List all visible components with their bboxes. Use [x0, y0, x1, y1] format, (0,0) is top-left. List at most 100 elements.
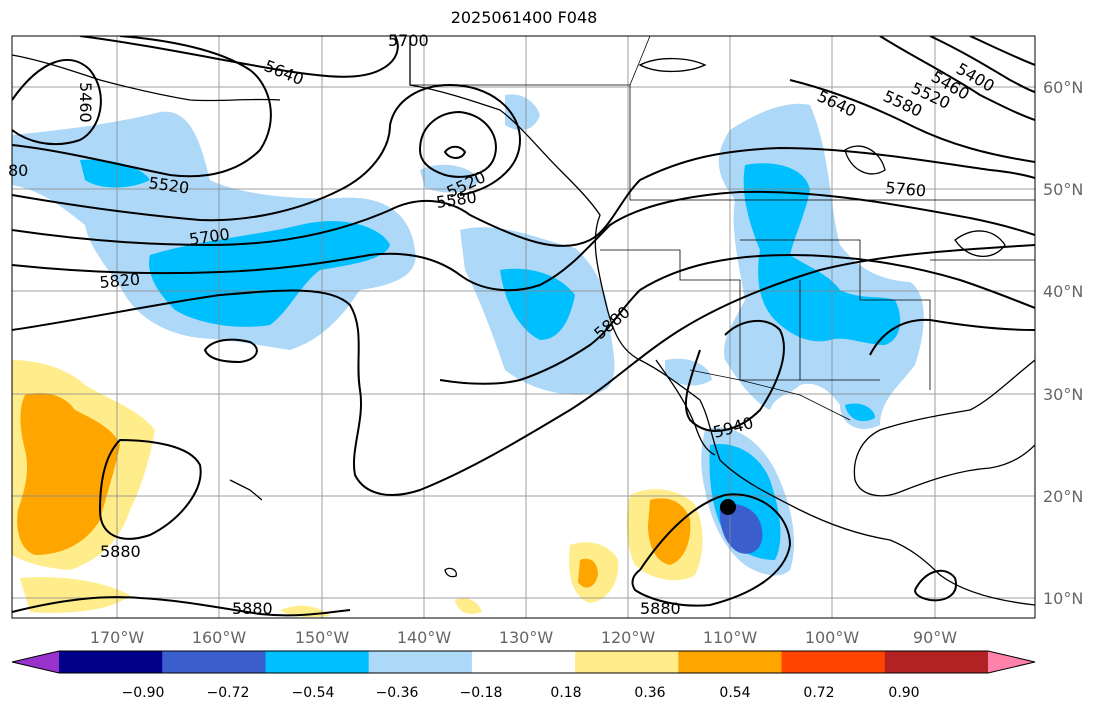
lon-label: 160°W [192, 628, 247, 647]
height-contours [12, 36, 1035, 617]
lon-label: 90°W [913, 628, 957, 647]
contour-5460 [12, 59, 102, 146]
contour-label: 5460 [76, 82, 95, 123]
contour-5820 [12, 190, 1035, 292]
state-borders-south [799, 280, 880, 381]
light-blue-area-baja [665, 358, 712, 386]
contour-5880-south [12, 596, 351, 617]
contour-label: 80 [8, 161, 28, 180]
alaska-border [629, 36, 651, 86]
pacific-island [444, 567, 457, 578]
canada-us-border [410, 84, 1035, 201]
contour-5940 [684, 319, 785, 432]
blue-area-4 [743, 163, 901, 345]
lon-label: 150°W [295, 628, 350, 647]
hawaii-islands [229, 479, 263, 501]
contour-5880-west-ring [98, 438, 202, 540]
contour-small-ring [914, 569, 957, 602]
latitude-labels: 60°N 50°N 40°N 30°N 20°N 10°N [1043, 78, 1083, 608]
contour-5700-north [79, 36, 399, 78]
blue-area-3 [500, 268, 575, 340]
colorbar-tick-label: −0.36 [376, 685, 419, 701]
colorbar-tick-label: 0.72 [803, 685, 834, 701]
contour-label: 5880 [232, 599, 273, 618]
blue-area-2 [149, 221, 390, 327]
map-frame [11, 35, 1036, 619]
contour-5460-ne [929, 36, 1035, 93]
blue-area-6 [845, 403, 875, 422]
pacific-coastline [409, 36, 1035, 606]
colorbar-tick-label: 0.90 [888, 685, 919, 701]
colorbar-tick-label: −0.54 [292, 685, 335, 701]
contour-label: 5760 [885, 178, 927, 200]
great-lakes [954, 230, 1006, 257]
colorbar-segment [575, 651, 679, 673]
storm-marker [720, 499, 736, 515]
contour-pacific-small [203, 338, 258, 364]
contour-labels: 5700 5640 5460 5400 5460 5520 5580 5640 … [8, 31, 998, 618]
contour-label: 5700 [388, 31, 429, 50]
contour-5400-ne [969, 36, 1035, 66]
colorbar-tick-label: −0.90 [122, 685, 165, 701]
colorbar-tick-label: 0.54 [719, 685, 750, 701]
lon-label: 130°W [499, 628, 554, 647]
colorbar-tick-label: −0.72 [207, 685, 250, 701]
colorbar-segment [678, 651, 783, 673]
colorbar-segment [59, 651, 163, 673]
lat-label: 50°N [1043, 180, 1083, 199]
contour-5640-ne [789, 79, 1035, 163]
yellow-area-tiny [455, 598, 482, 614]
lat-label: 40°N [1043, 282, 1083, 301]
contour-5880b [439, 253, 1035, 385]
map-title: 2025061400 F048 [450, 8, 598, 27]
lon-label: 140°W [397, 628, 452, 647]
contour-5880-mexico-ring [631, 493, 792, 607]
lon-label: 100°W [805, 628, 860, 647]
colorbar-segment [988, 651, 1035, 673]
blue-area-1 [80, 159, 150, 188]
orange-area-small [578, 558, 598, 588]
contour-5520-ne [879, 36, 1035, 121]
canada-island [638, 57, 707, 73]
colorbar-outline [11, 650, 1036, 674]
orange-area-west [17, 393, 120, 555]
lat-label: 20°N [1043, 487, 1083, 506]
lon-label: 120°W [601, 628, 656, 647]
us-mexico-border [689, 369, 851, 421]
colorbar-segment [368, 651, 473, 673]
contour-5580-west [12, 36, 272, 178]
contour-label: 5820 [99, 270, 141, 292]
political-borders [410, 36, 1035, 421]
colorbar-tick-label: 0.36 [634, 685, 665, 701]
colorbar-segment [471, 651, 576, 673]
colorbar-segment [781, 651, 886, 673]
lon-label: 170°W [90, 628, 145, 647]
colorbar-tick-label: 0.18 [550, 685, 581, 701]
contour-label: 5880 [640, 599, 681, 618]
gulf-coastline [853, 359, 1035, 497]
contour-5760 [12, 146, 1035, 247]
colorbar-tick-labels: −0.90 −0.72 −0.54 −0.36 −0.18 0.18 0.36 … [122, 685, 920, 701]
longitude-labels: 170°W 160°W 150°W 140°W 130°W 120°W 110°… [90, 628, 957, 647]
lon-label: 110°W [703, 628, 758, 647]
shading-layer [12, 94, 924, 618]
contour-5880c [869, 318, 1035, 356]
state-borders-west [600, 249, 800, 381]
colorbar-segment [162, 651, 266, 673]
contour-label: 5880 [100, 542, 141, 561]
colorbar-segment [884, 651, 989, 673]
contour-low-center [443, 145, 467, 159]
lat-label: 10°N [1043, 589, 1083, 608]
state-borders-central [740, 239, 931, 390]
contour-5700-mid [12, 83, 522, 222]
contour-low-ring [418, 110, 497, 178]
colorbar-segment [12, 651, 59, 673]
hudson-coastline [844, 145, 886, 175]
lat-label: 30°N [1043, 385, 1083, 404]
lat-label: 60°N [1043, 78, 1083, 97]
colorbar-tick-label: −0.18 [460, 685, 503, 701]
alaska-coastline [12, 54, 281, 102]
colorbar [11, 650, 1036, 674]
contour-5880 [12, 244, 1035, 496]
